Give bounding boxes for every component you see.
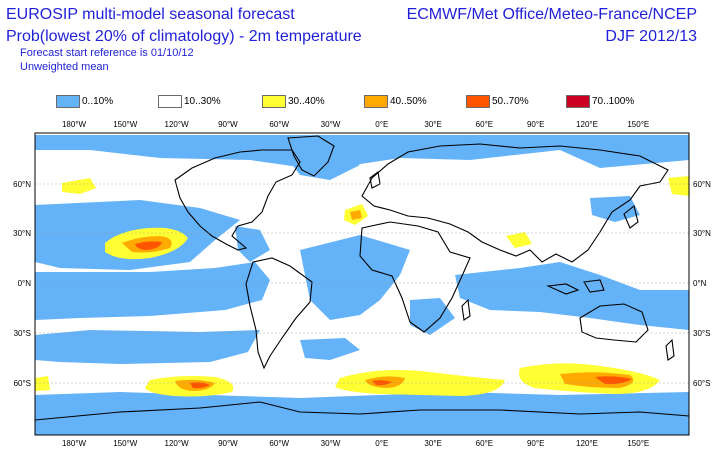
lon-tick-label-top: 60°E [476,120,493,129]
lon-tick-label-bottom: 30°W [321,439,341,448]
lat-tick-label-right: 0°N [693,279,707,288]
lat-tick-label-right: 30°S [693,329,710,338]
map-frame [34,132,690,436]
lon-tick-label-top: 60°W [269,120,289,129]
lat-tick-label-left: 0°N [18,279,32,288]
axis-labels: 180°W 150°W 120°W 90°W 60°W 30°W 0°E 30°E 60°E 90… [13,120,711,448]
lon-tick-label-bottom: 180°W [62,439,87,448]
graticule [35,183,689,384]
lat-tick-label-left: 60°N [13,180,31,189]
legend-swatch [56,95,80,108]
lon-tick-label-bottom: 90°E [527,439,544,448]
lon-tick-label-top: 150°W [113,120,138,129]
weighting-note: Unweighted mean [20,61,109,73]
legend-label: 0..10% [82,96,114,107]
legend-label: 30..40% [288,96,325,107]
probability-50-70-regions [135,241,632,389]
forecast-reference: Forecast start reference is 01/10/12 [20,47,194,59]
legend-swatch [262,95,286,108]
lat-tick-label-left: 30°S [14,329,31,338]
lon-tick-label-top: 180°W [62,120,87,129]
lon-tick-label-top: 150°E [627,120,649,129]
lon-tick-label-bottom: 90°W [218,439,238,448]
lon-tick-label-top: 120°W [165,120,190,129]
lat-tick-label-left: 30°N [13,229,31,238]
lon-tick-label-bottom: 60°W [269,439,289,448]
season-label: DJF 2012/13 [605,28,697,45]
legend-swatch [158,95,182,108]
map-frame-contents [35,133,689,435]
lon-tick-label-bottom: 0°E [375,439,388,448]
lon-tick-label-top: 30°W [321,120,341,129]
lon-tick-label-top: 120°E [576,120,598,129]
map-subtitle: Prob(lowest 20% of climatology) - 2m tem… [6,28,362,45]
legend-label: 10..30% [184,96,221,107]
lon-tick-label-bottom: 150°E [627,439,649,448]
legend-label: 70..100% [592,96,635,107]
lon-tick-label-top: 0°E [375,120,388,129]
lat-tick-label-right: 60°N [693,180,711,189]
lon-tick-label-bottom: 60°E [476,439,493,448]
lon-tick-label-top: 90°E [527,120,544,129]
legend-swatch [466,95,490,108]
lon-tick-label-top: 30°E [424,120,441,129]
map-title: EUROSIP multi-model seasonal forecast [6,6,295,23]
lon-tick-label-top: 90°W [218,120,238,129]
lat-tick-label-right: 60°S [693,379,710,388]
probability-40-50-regions [122,210,634,391]
coastlines [35,135,689,421]
legend-label: 50..70% [492,96,529,107]
lat-tick-label-left: 60°S [14,379,31,388]
lon-tick-label-bottom: 120°E [576,439,598,448]
legend-label: 40..50% [390,96,427,107]
legend-swatch [566,95,590,108]
legend-swatch [364,95,388,108]
lon-tick-label-bottom: 150°W [113,439,138,448]
lon-tick-label-bottom: 30°E [424,439,441,448]
lat-tick-label-right: 30°N [693,229,711,238]
lon-tick-label-bottom: 120°W [165,439,190,448]
centres-label: ECMWF/Met Office/Meteo-France/NCEP [406,6,697,23]
